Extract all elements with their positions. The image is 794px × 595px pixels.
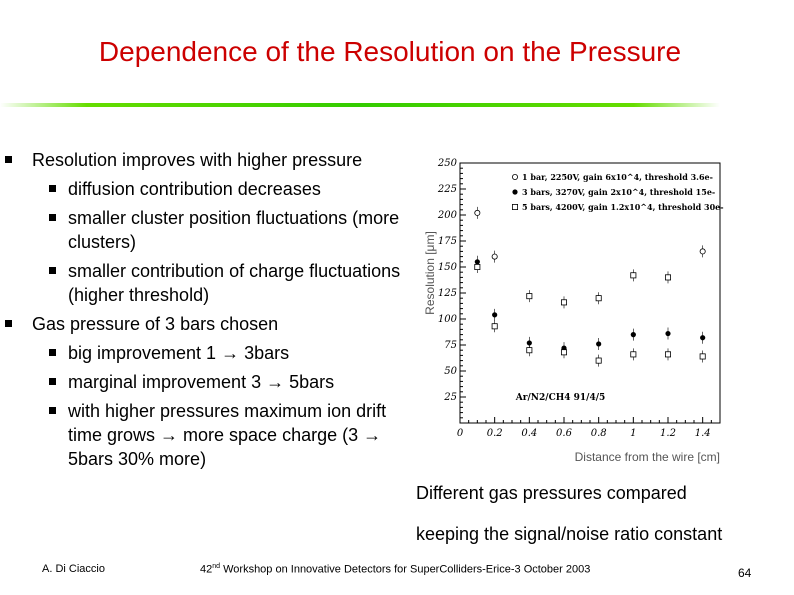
data-point [700, 335, 706, 341]
x-tick-label: 1.2 [660, 428, 676, 439]
data-point [491, 253, 498, 260]
footer-workshop: 42nd Workshop on Innovative Detectors fo… [200, 563, 590, 576]
bullet-item: smaller contribution of charge fluctuati… [0, 259, 420, 307]
data-point [699, 353, 706, 360]
title-divider [0, 103, 720, 107]
caption-line-1: Different gas pressures compared [416, 483, 687, 503]
x-tick-label: 0.4 [521, 428, 537, 439]
square-bullet-icon [49, 407, 56, 414]
data-point [596, 341, 602, 347]
y-tick-label: 25 [443, 392, 457, 403]
y-tick-label: 175 [438, 236, 457, 247]
workshop-ordinal: nd [212, 563, 221, 570]
y-tick-label: 250 [437, 158, 458, 169]
data-point [526, 347, 533, 354]
data-point [595, 295, 602, 302]
bullet-list: Resolution improves with higher pressure… [0, 148, 420, 476]
bullet-text: big improvement 1 → 3bars [68, 343, 290, 363]
square-bullet-icon [49, 349, 56, 356]
y-tick-label: 200 [437, 210, 458, 221]
data-point [665, 330, 671, 337]
data-point [474, 209, 481, 216]
square-bullet-icon [5, 156, 12, 163]
data-point [492, 312, 498, 318]
bullet-text: diffusion contribution decreases [68, 179, 321, 199]
y-axis-label: Resolution [μm] [423, 231, 437, 315]
data-point [664, 274, 671, 281]
data-point [560, 349, 567, 356]
legend-entry: 5 bars, 4200V, gain 1.2x10^4, threshold … [522, 202, 724, 212]
y-tick-label: 125 [438, 288, 457, 299]
gas-mixture-annotation: Ar/N2/CH4 91/4/5 [515, 393, 605, 403]
bullet-text: Gas pressure of 3 bars chosen [32, 314, 279, 334]
data-point [526, 293, 533, 300]
x-tick-label: 0.2 [487, 428, 503, 439]
legend-marker [512, 204, 519, 211]
bullet-text: Resolution improves with higher pressure [32, 150, 363, 170]
data-point [664, 351, 671, 358]
x-axis-label: Distance from the wire [cm] [575, 450, 720, 464]
data-point [474, 264, 481, 271]
resolution-chart: 25 50 75 100 125 150 175 200 225 250 0 0.2 0.4 0.6 0.8… [423, 158, 724, 464]
bullet-item: smaller cluster position fluctuations (m… [0, 206, 420, 254]
bullet-item: marginal improvement 3 → 5bars [0, 370, 420, 394]
square-bullet-icon [5, 320, 12, 327]
legend-marker [512, 173, 519, 180]
data-point [699, 248, 706, 255]
y-tick-label: 50 [444, 366, 457, 377]
slide-title: Dependence of the Resolution on the Pres… [98, 36, 682, 67]
bullet-text: marginal improvement 3 → 5bars [68, 372, 335, 392]
bullet-item: diffusion contribution decreases [0, 177, 420, 201]
data-point [560, 299, 567, 306]
data-point [630, 272, 637, 279]
y-tick-label: 100 [438, 314, 458, 325]
x-tick-label: 0.6 [556, 428, 573, 439]
bullet-item: Resolution improves with higher pressure [0, 148, 420, 172]
data-point [595, 357, 602, 364]
bullet-item: Gas pressure of 3 bars chosen [0, 312, 420, 336]
bullet-text: with higher pressures maximum ion drift … [68, 401, 387, 469]
footer-author: A. Di Ciaccio [42, 563, 105, 575]
y-tick-label: 225 [437, 184, 457, 195]
square-bullet-icon [49, 185, 56, 192]
bullet-item: with higher pressures maximum ion drift … [0, 399, 420, 471]
x-tick-label: 1 [630, 428, 636, 439]
bullet-item: big improvement 1 → 3bars [0, 341, 420, 365]
bullet-text: smaller contribution of charge fluctuati… [68, 261, 401, 305]
bullet-text: smaller cluster position fluctuations (m… [68, 208, 400, 252]
legend-marker [512, 189, 518, 195]
data-point [630, 332, 636, 338]
square-bullet-icon [49, 378, 56, 385]
x-tick-label: 0 [457, 428, 464, 439]
x-tick-label: 1.4 [695, 428, 711, 439]
data-point [491, 323, 498, 330]
y-tick-label: 150 [438, 262, 458, 273]
y-tick-label: 75 [444, 340, 457, 351]
legend-entry: 1 bar, 2250V, gain 6x10^4, threshold 3.6… [522, 172, 713, 182]
page-number: 64 [738, 566, 752, 580]
caption-line-2: keeping the signal/noise ratio constant [416, 524, 723, 544]
legend-entry: 3 bars, 3270V, gain 2x10^4, threshold 15… [522, 187, 715, 197]
square-bullet-icon [49, 267, 56, 274]
square-bullet-icon [49, 214, 56, 221]
data-point [526, 340, 532, 346]
workshop-text: Workshop on Innovative Detectors for Sup… [220, 563, 591, 576]
x-tick-label: 0.8 [591, 428, 607, 439]
data-point [630, 351, 637, 358]
workshop-number: 42 [200, 563, 213, 576]
